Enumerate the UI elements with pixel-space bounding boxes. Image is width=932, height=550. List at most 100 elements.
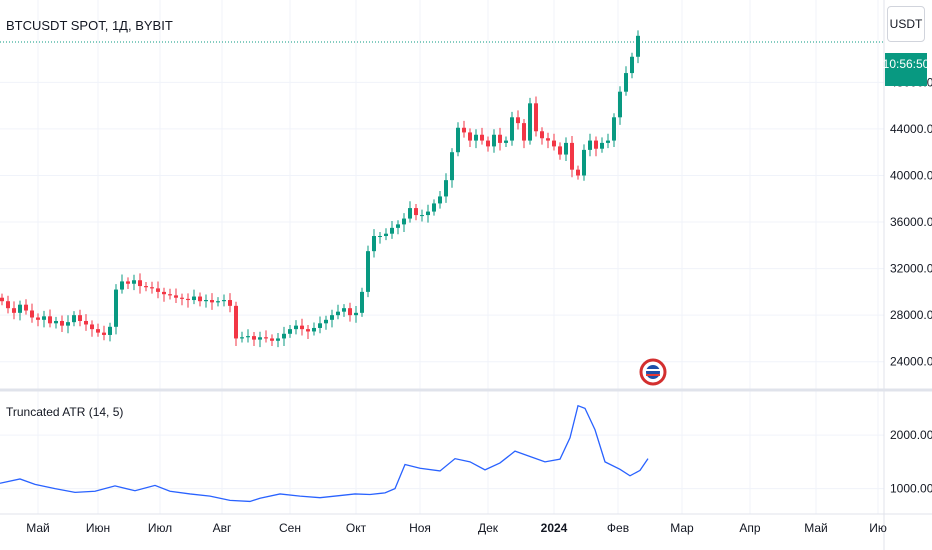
time-tick-label: Июл <box>148 521 172 535</box>
candle-body <box>438 196 442 204</box>
candle-body <box>366 251 370 292</box>
candle-body <box>6 301 10 309</box>
candle-body <box>210 300 214 303</box>
indicator-title[interactable]: Truncated ATR (14, 5) <box>6 405 124 419</box>
candle-body <box>276 338 280 341</box>
last-price-tag-tail <box>885 74 927 86</box>
candle-body <box>18 304 22 313</box>
candle-body <box>102 332 106 335</box>
candle-body <box>552 140 556 147</box>
time-tick-label: Май <box>26 521 50 535</box>
price-tick-label: 24000.00 <box>890 355 932 369</box>
candle-body <box>420 215 424 217</box>
candle-body <box>84 320 88 325</box>
candle-body <box>12 308 16 313</box>
candle-body <box>444 180 448 197</box>
candle-body <box>354 312 358 316</box>
candle-body <box>414 208 418 216</box>
candle-body <box>36 317 40 320</box>
candle-body <box>132 280 136 284</box>
candle-body <box>408 208 412 219</box>
candle-body <box>522 123 526 141</box>
candle-body <box>396 224 400 228</box>
candle-body <box>540 131 544 139</box>
candle-body <box>588 140 592 150</box>
us-flag-icon[interactable] <box>639 358 667 386</box>
candle-body <box>594 140 598 149</box>
candle-body <box>318 323 322 328</box>
price-tick-label: 40000.00 <box>890 168 932 182</box>
candle-body <box>300 325 304 330</box>
candle-body <box>240 337 244 339</box>
price-tick-label: 32000.00 <box>890 262 932 276</box>
candle-body <box>474 134 478 141</box>
time-tick-label: Фев <box>607 521 629 535</box>
candle-body <box>402 218 406 225</box>
candle-body <box>186 298 190 301</box>
candle-body <box>252 336 256 340</box>
candle-body <box>534 103 538 132</box>
candle-body <box>462 127 466 133</box>
candle-body <box>114 289 118 327</box>
candle-body <box>486 140 490 147</box>
candle-body <box>30 310 34 318</box>
candle-body <box>174 295 178 298</box>
candle-body <box>606 140 610 143</box>
candle-body <box>270 338 274 341</box>
candle-body <box>162 291 166 295</box>
candle-body <box>600 142 604 149</box>
currency-button[interactable]: USDT <box>887 6 925 42</box>
candle-body <box>60 320 64 326</box>
candle-body <box>492 134 496 147</box>
candle-body <box>510 117 514 141</box>
candle-body <box>90 324 94 330</box>
candle-body <box>630 56 634 74</box>
time-tick-label: Сен <box>279 521 301 535</box>
candle-body <box>306 329 310 332</box>
candle-body <box>468 132 472 141</box>
candle-body <box>336 311 340 316</box>
time-tick-label: Авг <box>213 521 232 535</box>
symbol-title[interactable]: BTCUSDT SPOT, 1Д, BYBIT <box>6 18 173 33</box>
candle-body <box>48 316 52 324</box>
candle-body <box>528 103 532 141</box>
grid-lines <box>0 0 884 514</box>
price-axis[interactable]: 24000.00 28000.00 32000.00 36000.00 40000.00… <box>890 75 932 495</box>
candle-body <box>180 297 184 299</box>
candle-body <box>108 326 112 335</box>
atr-line <box>0 404 649 503</box>
candle-body <box>378 236 382 238</box>
candle-body <box>432 203 436 212</box>
atr-tick-label: 1000.00 <box>890 482 932 496</box>
time-tick-label: Ию <box>869 521 887 535</box>
candle-body <box>264 337 268 339</box>
candle-body <box>384 233 388 237</box>
candle-body <box>24 304 28 311</box>
candle-body <box>288 329 292 334</box>
time-tick-label: Май <box>804 521 828 535</box>
candle-body <box>546 138 550 141</box>
candle-body <box>234 305 238 339</box>
candle-body <box>42 316 46 320</box>
candle-body <box>480 134 484 141</box>
candle-body <box>156 288 160 292</box>
candle-body <box>618 91 622 118</box>
time-tick-label: Дек <box>478 521 499 535</box>
last-price-countdown-tag: 10:56:50 <box>883 53 929 74</box>
candle-body <box>246 336 250 338</box>
candle-body <box>636 35 640 57</box>
candle-body <box>228 300 232 306</box>
candle-body <box>516 117 520 124</box>
candle-body <box>372 236 376 252</box>
price-tick-label: 44000.00 <box>890 122 932 136</box>
candle-body <box>570 142 574 170</box>
candle-body <box>612 117 616 141</box>
price-tick-label: 36000.00 <box>890 215 932 229</box>
candle-body <box>144 286 148 288</box>
candle-body <box>582 149 586 176</box>
candle-body <box>138 280 142 287</box>
candle-body <box>168 294 172 296</box>
time-axis[interactable]: Май Июн Июл Авг Сен Окт Ноя Дек 2024 Фев Мар Апр Май… <box>26 521 887 535</box>
price-candles <box>0 30 640 348</box>
